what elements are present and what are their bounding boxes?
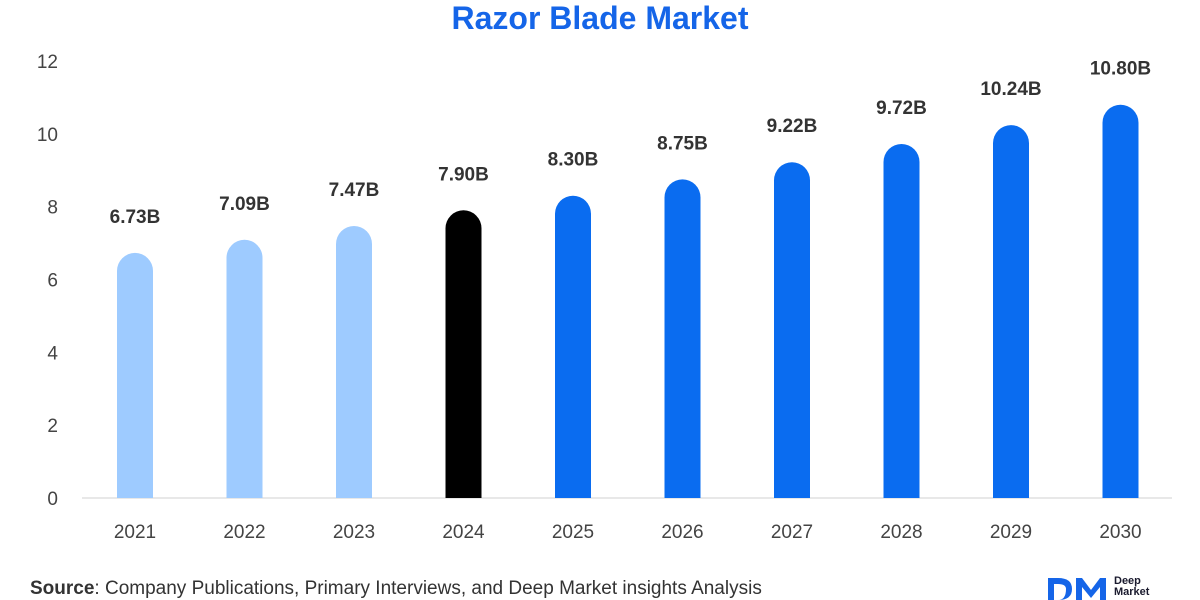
chart-title: Razor Blade Market <box>451 0 749 36</box>
x-tick-label: 2030 <box>1099 522 1141 543</box>
source-label: Source <box>30 578 95 599</box>
x-tick-label: 2029 <box>990 522 1032 543</box>
data-label: 7.90B <box>438 164 489 185</box>
x-tick-label: 2021 <box>114 522 156 543</box>
data-label: 8.75B <box>657 133 708 154</box>
dm-logo-icon <box>1048 578 1106 600</box>
data-label: 9.22B <box>767 116 818 137</box>
data-label: 7.47B <box>329 180 380 201</box>
data-label: 9.72B <box>876 98 927 119</box>
axis-layer: 0 2 4 6 8 10 12 <box>37 52 1172 510</box>
bar-2022 <box>226 239 263 498</box>
x-tick-label: 2028 <box>880 522 922 543</box>
bar-2023 <box>336 225 372 498</box>
x-tick-label: 2024 <box>442 522 485 543</box>
y-tick-label: 0 <box>47 489 58 510</box>
bar-layer <box>117 104 1139 499</box>
data-label: 10.80B <box>1090 59 1151 80</box>
x-tick-label: 2022 <box>223 522 265 543</box>
logo-text-line2: Market <box>1114 586 1150 598</box>
bar-2029 <box>993 125 1029 499</box>
bar-2026 <box>664 179 701 498</box>
y-tick-label: 2 <box>47 416 58 437</box>
bar-2024 <box>445 210 482 498</box>
logo-text-line1: Deep <box>1114 575 1141 587</box>
y-tick-label: 6 <box>47 271 58 292</box>
x-tick-label: 2027 <box>771 522 813 543</box>
bar-2028 <box>883 144 920 498</box>
y-tick-label: 12 <box>37 52 58 73</box>
x-tick-label: 2026 <box>661 522 703 543</box>
data-label: 8.30B <box>548 150 599 171</box>
data-label: 7.09B <box>219 194 270 215</box>
bar-2025 <box>555 195 591 498</box>
source-text: : Company Publications, Primary Intervie… <box>94 578 762 599</box>
y-tick-label: 10 <box>37 125 58 146</box>
deep-market-logo: Deep Market <box>1046 575 1166 600</box>
bar-2027 <box>774 162 810 498</box>
y-tick-label: 8 <box>47 198 58 219</box>
logo-text: Deep Market <box>1114 576 1149 598</box>
x-tick-label: 2025 <box>552 522 594 543</box>
data-label: 10.24B <box>980 79 1041 100</box>
x-tick-label: 2023 <box>333 522 375 543</box>
y-tick-label: 4 <box>47 343 58 364</box>
source-note: Source: Company Publications, Primary In… <box>30 578 762 600</box>
bar-2021 <box>117 252 153 498</box>
data-label: 6.73B <box>110 207 161 228</box>
label-layer: 2021 6.73B 2022 7.09B 2023 7.47B 2024 7.90B 2025… <box>110 59 1151 543</box>
bar-2030 <box>1102 104 1139 498</box>
